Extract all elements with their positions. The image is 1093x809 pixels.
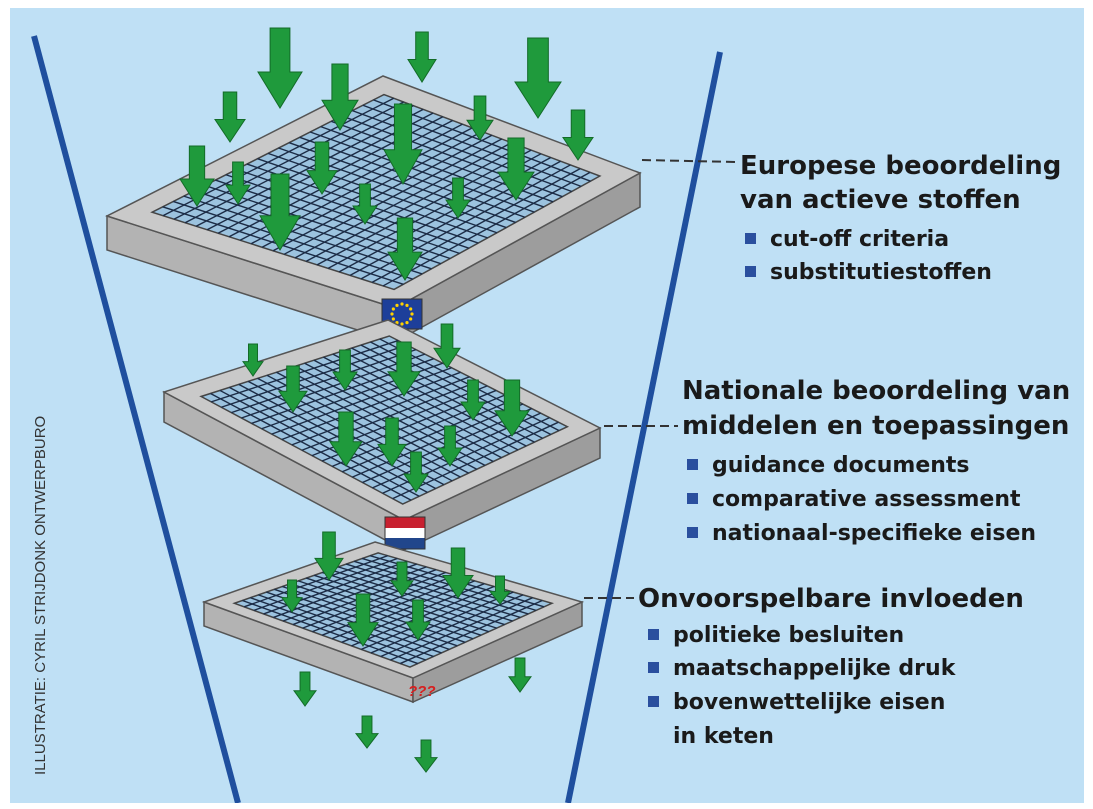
down-arrow-icon (407, 31, 437, 83)
list-item-unpredictable-2: maatschappelijke druk (648, 654, 955, 684)
down-arrow-icon (442, 547, 474, 599)
heading-national-line1: Nationale beoordeling van (682, 376, 1071, 406)
down-arrow-icon (352, 183, 378, 225)
down-arrow-icon (347, 593, 379, 647)
mesh-wire (351, 347, 535, 443)
down-arrow-icon (508, 657, 532, 693)
down-arrow-icon (445, 177, 471, 219)
mesh-wire (332, 353, 519, 451)
down-arrow-icon (387, 217, 423, 281)
heading-unpredictable: Onvoorspelbare invloeden (638, 584, 1024, 614)
mesh-wire (301, 380, 479, 451)
down-arrow-icon (514, 37, 562, 119)
down-arrow-icon (403, 451, 429, 493)
arrows (179, 27, 594, 773)
mesh-wire (380, 594, 524, 658)
down-arrow-icon (437, 425, 463, 467)
mesh-wire (305, 145, 522, 262)
list-item-unpredictable-1: politieke besluiten (648, 621, 904, 651)
down-arrow-icon (332, 349, 358, 391)
mesh-wire (352, 109, 573, 193)
down-arrow-icon (488, 575, 512, 605)
bullet-icon (687, 459, 698, 470)
down-arrow-icon (413, 739, 439, 773)
down-arrow-icon (281, 579, 303, 613)
down-arrow-icon (494, 379, 530, 437)
mesh-wire (283, 138, 503, 255)
down-arrow-icon (242, 343, 264, 377)
list-item-national-2: comparative assessment (687, 485, 1021, 515)
heading-europe-line1: Europese beoordeling (740, 151, 1062, 181)
sieves: ??? (105, 75, 642, 704)
bullet-icon (648, 696, 659, 707)
list-item-europe-2: substitutiestoffen (745, 258, 992, 288)
mesh-wire (341, 350, 527, 447)
down-arrow-icon (405, 599, 431, 641)
heading-europe-line2: van actieve stoffen (740, 185, 1021, 215)
down-arrow-icon (179, 145, 215, 207)
mesh-wire (304, 362, 494, 463)
bullet-icon (687, 527, 698, 538)
mesh-wire (352, 403, 524, 478)
down-arrow-icon (214, 91, 246, 143)
down-arrow-icon (387, 341, 421, 397)
down-arrow-icon (329, 411, 363, 467)
leader-line (641, 159, 737, 163)
down-arrow-icon (383, 103, 423, 186)
list-item-europe-1: cut-off criteria (745, 225, 949, 255)
mesh-wire (299, 136, 526, 218)
diagram-panel: ??? Europese beoordeling van actieve sto… (10, 8, 1084, 803)
unknown-marker: ??? (408, 683, 436, 700)
down-arrow-icon (257, 27, 303, 109)
sieve-unpredictable: ??? (201, 541, 585, 704)
sieve-europe (105, 75, 642, 344)
mesh-wire (316, 149, 532, 266)
down-arrow-icon (460, 379, 486, 421)
funnel (31, 35, 723, 803)
mesh-wire (382, 171, 591, 287)
down-arrow-icon (433, 323, 461, 369)
bullet-icon (648, 629, 659, 640)
bullet-icon (687, 493, 698, 504)
funnel-right-line (565, 51, 723, 803)
list-item-unpredictable-4: in keten (673, 724, 774, 749)
mesh-wire (294, 142, 512, 259)
heading-national-line2: middelen en toepassingen (682, 411, 1070, 441)
list-item-unpredictable-3: bovenwettelijke eisen (648, 688, 945, 718)
down-arrow-icon (354, 715, 380, 749)
illustration-credit: ILLUSTRATIE: CYRIL STRIJDONK ONTWERPBURO (32, 415, 49, 775)
dutch-flag-icon (384, 516, 426, 550)
list-item-national-1: guidance documents (687, 451, 970, 481)
down-arrow-icon (314, 531, 344, 581)
down-arrow-icon (306, 141, 338, 195)
mesh-wire (272, 134, 493, 252)
down-arrow-icon (562, 109, 594, 161)
down-arrow-icon (390, 561, 414, 597)
mesh-wire (309, 131, 535, 213)
bullet-icon (648, 662, 659, 673)
down-arrow-icon (466, 95, 494, 141)
down-arrow-icon (278, 365, 308, 413)
down-arrow-icon (259, 173, 301, 251)
mesh-wire (320, 125, 544, 208)
leader-lines (584, 159, 737, 599)
down-arrow-icon (225, 161, 251, 205)
bullet-icon (745, 266, 756, 277)
mesh-wire (390, 597, 533, 661)
funnel-sieve-illustration: ??? (31, 27, 737, 803)
down-arrow-icon (293, 671, 317, 707)
sieve-national (162, 319, 602, 552)
bullet-icon (745, 233, 756, 244)
list-item-national-3: nationaal-specifieke eisen (687, 519, 1036, 549)
down-arrow-icon (497, 137, 535, 201)
down-arrow-icon (377, 417, 407, 467)
mesh-wire (399, 599, 543, 665)
funnel-left-line (31, 35, 241, 803)
down-arrow-icon (321, 63, 359, 131)
mesh-wire (341, 398, 515, 473)
